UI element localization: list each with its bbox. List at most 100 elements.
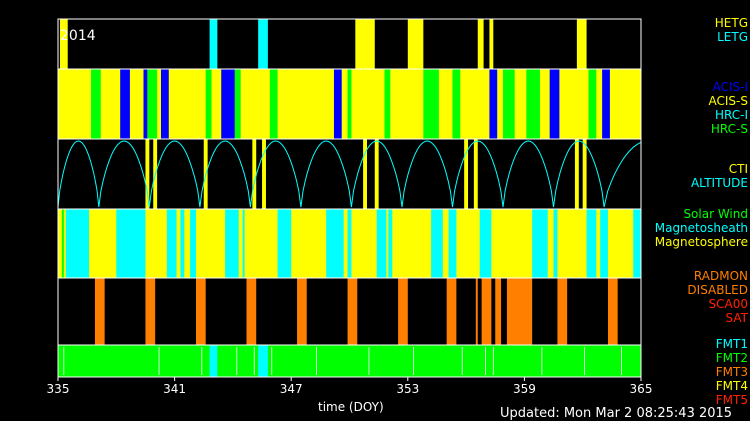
segment-altitude — [262, 139, 266, 209]
segment-radiation — [398, 278, 408, 345]
x-tick-label: 353 — [396, 382, 419, 396]
legend-item: DISABLED — [687, 283, 748, 297]
legend-item: ACIS-I — [712, 80, 748, 94]
legend-item: ACIS-S — [708, 94, 748, 108]
legend-item: FMT5 — [715, 393, 748, 407]
segment-altitude — [374, 139, 379, 209]
segment-instrument — [549, 69, 560, 139]
segment-environment — [225, 209, 239, 278]
segment-altitude — [473, 139, 478, 209]
segment-instrument — [205, 69, 212, 139]
x-tick-label: 347 — [280, 382, 303, 396]
altitude-curve — [57, 140, 641, 208]
legend-item: Solar Wind — [683, 207, 748, 221]
segment-environment — [326, 209, 344, 278]
segment-environment — [376, 209, 387, 278]
segment-environment — [600, 209, 608, 278]
segment-radiation — [347, 278, 358, 345]
segment-radiation — [506, 278, 533, 345]
segment-radiation — [495, 278, 502, 345]
legend-item: HETG — [714, 16, 748, 30]
segment-gratings — [576, 19, 587, 69]
segment-instrument — [347, 69, 352, 139]
segment-instrument — [234, 69, 241, 139]
segment-altitude — [582, 139, 587, 209]
legend-item: CTI — [728, 162, 748, 176]
segment-environment — [242, 209, 245, 278]
legend-radiation: RADMON DISABLED SCA00 SAT — [687, 269, 748, 325]
legend-item: FMT1 — [715, 337, 748, 351]
segment-instrument — [120, 69, 130, 139]
segment-environment — [388, 209, 393, 278]
legend-item: FMT4 — [715, 379, 748, 393]
segment-gratings — [209, 19, 218, 69]
segment-environment — [166, 209, 177, 278]
legend-item: HRC-I — [714, 108, 748, 122]
segment-environment — [479, 209, 492, 278]
legend-item: Magnetosheath — [654, 221, 748, 235]
panel-frame-format — [57, 344, 642, 378]
segment-altitude — [464, 139, 469, 209]
segment-environment — [586, 209, 597, 278]
panel-background-format — [58, 345, 641, 377]
segment-altitude — [145, 139, 150, 209]
segment-gratings — [59, 19, 68, 69]
segment-gratings — [355, 19, 375, 69]
segment-environment — [190, 209, 196, 278]
segment-environment — [180, 209, 185, 278]
segment-gratings — [489, 19, 494, 69]
legend-gratings: HETG LETG — [715, 16, 748, 44]
segment-altitude — [363, 139, 367, 209]
segment-instrument — [221, 69, 235, 139]
segment-gratings — [477, 19, 484, 69]
legend-item: LETG — [717, 30, 748, 44]
legend-instrument: ACIS-I ACIS-S HRC-I HRC-S — [709, 80, 748, 136]
segment-instrument — [526, 69, 540, 139]
segment-environment — [633, 209, 641, 278]
legend-item: HRC-S — [710, 122, 748, 136]
legend-environment: Solar Wind Magnetosheath Magnetosphere — [655, 207, 748, 249]
segment-altitude — [574, 139, 579, 209]
segment-instrument — [503, 69, 515, 139]
segment-format — [209, 345, 218, 377]
segment-radiation — [557, 278, 568, 345]
x-tick-label: 335 — [47, 382, 70, 396]
segment-gratings — [407, 19, 424, 69]
segment-radiation — [94, 278, 105, 345]
segment-environment — [532, 209, 548, 278]
legend-item: RADMON — [693, 269, 748, 283]
segment-format — [258, 345, 268, 377]
legend-item: SCA00 — [708, 297, 748, 311]
segment-environment — [277, 209, 292, 278]
panel-background-gratings — [58, 19, 641, 69]
segment-instrument — [588, 69, 597, 139]
segment-radiation — [481, 278, 492, 345]
segment-environment — [553, 209, 558, 278]
segment-instrument — [147, 69, 158, 139]
segment-environment — [65, 209, 90, 278]
x-axis-title: time (DOY) — [318, 400, 384, 414]
legend-item: Magnetosphere — [654, 235, 748, 249]
segment-instrument — [160, 69, 169, 139]
segment-environment — [61, 209, 64, 278]
segment-altitude — [252, 139, 257, 209]
segment-radiation — [297, 278, 307, 345]
x-tick-label: 365 — [630, 382, 653, 396]
segment-instrument — [423, 69, 439, 139]
legend-format: FMT1 FMT2 FMT3 FMT4 FMT5 — [716, 337, 748, 407]
segment-instrument — [602, 69, 610, 139]
year-label: 2014 — [60, 28, 96, 44]
updated-timestamp: Updated: Mon Mar 2 08:25:43 2015 — [500, 406, 733, 421]
segment-radiation — [446, 278, 457, 345]
x-tick-label: 359 — [513, 382, 536, 396]
segment-gratings — [258, 19, 268, 69]
legend-altitude: CTI ALTITUDE — [691, 162, 748, 190]
segment-instrument — [452, 69, 461, 139]
x-tick-label: 341 — [163, 382, 186, 396]
segment-instrument — [489, 69, 498, 139]
legend-item: FMT3 — [715, 365, 748, 379]
segment-environment — [431, 209, 443, 278]
segment-radiation — [607, 278, 618, 345]
legend-item: ALTITUDE — [690, 176, 748, 190]
